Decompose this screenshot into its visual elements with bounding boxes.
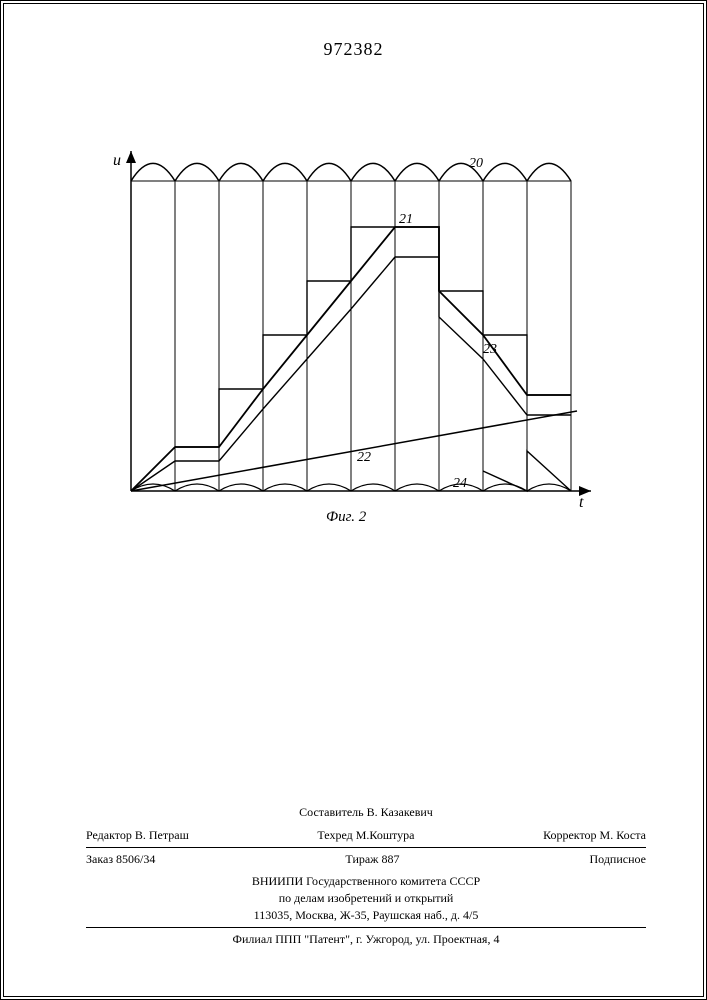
footer-order: Заказ 8506/34 Тираж 887 Подписное xyxy=(86,847,646,871)
corrector-text: Корректор М. Коста xyxy=(543,827,646,844)
svg-text:22: 22 xyxy=(357,450,371,465)
page-border: 972382 u t 20 21 22 23 24 Фиг. 2 Составитель В.… xyxy=(0,0,707,1000)
footer: Составитель В. Казакевич Редактор В. Пет… xyxy=(86,801,646,951)
address1-text: 113035, Москва, Ж-35, Раушская наб., д. … xyxy=(86,907,646,924)
svg-text:t: t xyxy=(579,494,584,511)
compiler-text: Составитель В. Казакевич xyxy=(299,805,433,819)
order-text: Заказ 8506/34 xyxy=(86,851,155,868)
svg-text:u: u xyxy=(113,152,121,169)
footer-org: ВНИИПИ Государственного комитета СССР по… xyxy=(86,870,646,926)
patent-number: 972382 xyxy=(1,39,706,60)
editor-text: Редактор В. Петраш xyxy=(86,827,189,844)
techred-text: Техред М.Коштура xyxy=(317,827,414,844)
footer-credits: Редактор В. Петраш Техред М.Коштура Корр… xyxy=(86,824,646,847)
filial-text: Филиал ППП "Патент", г. Ужгород, ул. Про… xyxy=(233,932,500,946)
subscription-text: Подписное xyxy=(590,851,647,868)
chart-svg: u t 20 21 22 23 24 Фиг. 2 xyxy=(101,151,591,551)
svg-text:Фиг. 2: Фиг. 2 xyxy=(326,509,367,525)
svg-text:23: 23 xyxy=(483,342,497,357)
org1-text: ВНИИПИ Государственного комитета СССР xyxy=(86,873,646,890)
svg-text:20: 20 xyxy=(469,156,483,171)
chart: u t 20 21 22 23 24 Фиг. 2 xyxy=(101,151,591,551)
tirazh-text: Тираж 887 xyxy=(345,851,399,868)
org2-text: по делам изобретений и открытий xyxy=(86,890,646,907)
svg-text:21: 21 xyxy=(399,212,413,227)
svg-text:24: 24 xyxy=(453,476,467,491)
footer-filial: Филиал ППП "Патент", г. Ужгород, ул. Про… xyxy=(86,927,646,951)
footer-compiler: Составитель В. Казакевич xyxy=(86,801,646,824)
